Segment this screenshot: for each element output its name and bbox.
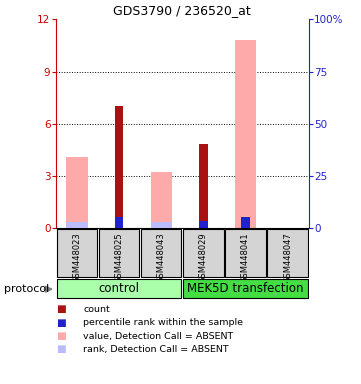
Bar <box>268 230 308 277</box>
Bar <box>241 217 250 228</box>
Bar <box>235 40 256 228</box>
Text: GSM448023: GSM448023 <box>73 232 82 283</box>
Bar <box>141 230 182 277</box>
Bar <box>183 280 308 298</box>
Bar <box>183 230 223 277</box>
Text: ■: ■ <box>56 304 66 314</box>
Text: GSM448041: GSM448041 <box>241 232 250 283</box>
Text: ■: ■ <box>56 318 66 328</box>
Text: rank, Detection Call = ABSENT: rank, Detection Call = ABSENT <box>83 345 229 354</box>
Bar <box>115 217 123 228</box>
Bar <box>199 144 208 228</box>
Text: GSM448025: GSM448025 <box>115 232 123 283</box>
Bar <box>151 172 172 228</box>
Title: GDS3790 / 236520_at: GDS3790 / 236520_at <box>113 3 251 17</box>
Text: GSM448029: GSM448029 <box>199 232 208 283</box>
Bar <box>57 280 182 298</box>
Text: protocol: protocol <box>4 284 49 294</box>
Bar <box>57 230 97 277</box>
Text: GSM448047: GSM448047 <box>283 232 292 283</box>
Bar <box>66 222 87 228</box>
Bar <box>199 221 208 228</box>
Bar <box>115 106 123 228</box>
Bar <box>66 157 87 228</box>
Text: MEK5D transfection: MEK5D transfection <box>187 283 304 295</box>
Text: ■: ■ <box>56 331 66 341</box>
Bar <box>99 230 139 277</box>
Bar <box>151 222 172 228</box>
Text: control: control <box>99 283 140 295</box>
Text: percentile rank within the sample: percentile rank within the sample <box>83 318 243 327</box>
Text: ■: ■ <box>56 344 66 354</box>
Text: value, Detection Call = ABSENT: value, Detection Call = ABSENT <box>83 331 233 341</box>
Text: count: count <box>83 305 110 314</box>
Bar <box>225 230 266 277</box>
Text: GSM448043: GSM448043 <box>157 232 166 283</box>
